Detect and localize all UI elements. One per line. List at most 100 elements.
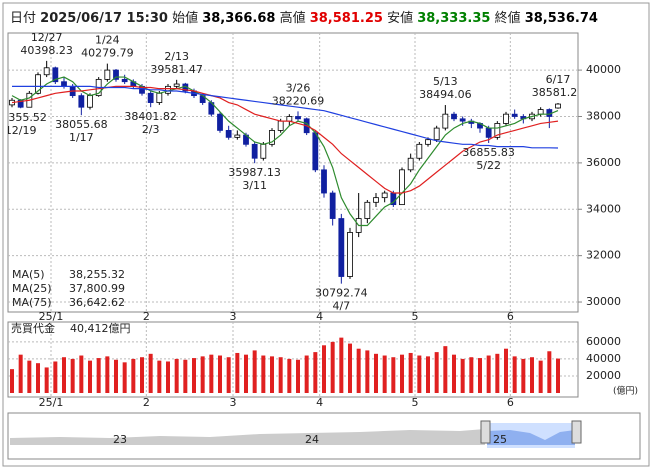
navigator-handle[interactable] bbox=[480, 420, 491, 444]
candle-body bbox=[459, 118, 466, 122]
annotation-value: 38401.82 bbox=[124, 110, 177, 123]
annotation-value: 40279.79 bbox=[81, 47, 134, 60]
x-tick-label: 5 bbox=[412, 396, 419, 409]
candle-body bbox=[312, 132, 319, 171]
candle-body bbox=[338, 218, 345, 277]
candle-body bbox=[35, 74, 41, 94]
volume-bar bbox=[417, 355, 422, 393]
annotation-value: 38581.25 bbox=[532, 86, 585, 99]
volume-bar bbox=[382, 355, 387, 393]
volume-bar bbox=[166, 361, 170, 393]
volume-bar bbox=[192, 358, 196, 393]
annotation-value: 38220.69 bbox=[272, 94, 325, 107]
volume-bar bbox=[296, 359, 300, 393]
candle-body bbox=[329, 192, 336, 219]
candle-body bbox=[147, 92, 154, 103]
annotation-date: 6/17 bbox=[546, 73, 571, 86]
price-panel bbox=[7, 32, 579, 313]
volume-bar bbox=[408, 352, 413, 393]
candle-body bbox=[381, 192, 388, 199]
annotation-date: 12/27 bbox=[31, 31, 63, 44]
volume-latest: 40,412億円 bbox=[70, 322, 131, 335]
header: 日付 2025/06/17 15:30 始値 38,366.68 高値 38,5… bbox=[10, 10, 598, 26]
y-tick-label: 32000 bbox=[586, 249, 621, 262]
x-tick-label: 25/1 bbox=[39, 310, 64, 323]
candle-body bbox=[503, 113, 509, 124]
header-text: 38,536.74 bbox=[525, 11, 598, 26]
navigator-handle[interactable] bbox=[571, 420, 582, 444]
candle-body bbox=[87, 95, 93, 108]
volume-bar bbox=[521, 358, 526, 393]
volume-bar bbox=[374, 353, 378, 393]
volume-bar bbox=[313, 352, 318, 393]
volume-bar bbox=[530, 357, 534, 393]
y-tick-label: 36000 bbox=[586, 156, 621, 169]
annotation-value: 40398.23 bbox=[20, 44, 73, 57]
volume-bar bbox=[235, 352, 240, 393]
volume-panel bbox=[7, 321, 579, 398]
annotation-date: 2/13 bbox=[164, 50, 189, 63]
volume-bar bbox=[469, 357, 474, 393]
volume-bar bbox=[486, 355, 491, 393]
annotation-value: 38055.68 bbox=[55, 118, 108, 131]
volume-bar bbox=[478, 358, 482, 393]
volume-bar bbox=[322, 345, 326, 393]
candle-body bbox=[364, 201, 371, 219]
navigator: 23 24 25 bbox=[7, 412, 641, 460]
candle-body bbox=[173, 83, 180, 87]
candle-body bbox=[121, 78, 128, 83]
volume-bar bbox=[443, 346, 448, 393]
volume-bar bbox=[547, 351, 552, 393]
y-tick-label: 30000 bbox=[586, 295, 621, 308]
annotation-date: 3/26 bbox=[286, 81, 311, 94]
annotation-date: 1/17 bbox=[69, 131, 94, 144]
volume-bar bbox=[209, 354, 214, 393]
navigator-area bbox=[10, 429, 485, 445]
navigator-year: 24 bbox=[305, 433, 319, 446]
candle-body bbox=[295, 116, 301, 120]
candle-body bbox=[321, 169, 327, 194]
volume-bar bbox=[44, 367, 49, 393]
candle-body bbox=[269, 130, 275, 145]
candle-body bbox=[52, 67, 59, 83]
volume-bar bbox=[18, 354, 23, 393]
x-tick-label: 2 bbox=[143, 310, 150, 323]
volume-bar bbox=[330, 341, 335, 393]
candle-body bbox=[442, 113, 449, 129]
candle-body bbox=[113, 69, 119, 80]
volume-bar bbox=[10, 369, 14, 393]
volume-bar bbox=[114, 359, 118, 393]
candle-body bbox=[425, 139, 431, 145]
annotation-value: 30792.74 bbox=[315, 287, 368, 300]
volume-bar bbox=[339, 337, 344, 393]
volume-bar bbox=[270, 356, 274, 393]
legend-value: 37,800.99 bbox=[69, 282, 125, 295]
candle-body bbox=[407, 157, 414, 171]
volume-bar bbox=[365, 350, 370, 393]
candle-body bbox=[156, 92, 163, 103]
volume-title: 売買代金 bbox=[11, 321, 55, 335]
candle-body bbox=[165, 85, 171, 94]
volume-bar bbox=[62, 357, 66, 393]
volume-bar bbox=[36, 363, 40, 393]
x-tick-label: 5 bbox=[412, 310, 419, 323]
annotation-date: 5/13 bbox=[433, 75, 458, 88]
candle-body bbox=[494, 123, 501, 138]
volume-bar bbox=[391, 357, 396, 393]
candle-body bbox=[217, 113, 223, 131]
header-text: 安値 bbox=[387, 10, 413, 26]
volume-bar bbox=[400, 354, 404, 393]
volume-bar bbox=[356, 348, 361, 393]
candle-body bbox=[347, 232, 353, 277]
candle-body bbox=[234, 134, 241, 138]
candle-body bbox=[451, 113, 457, 120]
y-tick-label: 40000 bbox=[586, 63, 621, 76]
annotation-value: 35987.13 bbox=[228, 166, 281, 179]
candle-body bbox=[277, 120, 284, 131]
candle-body bbox=[433, 127, 440, 141]
header-text: 38,333.35 bbox=[417, 11, 490, 26]
volume-bar bbox=[70, 358, 75, 393]
volume-bar bbox=[174, 358, 179, 393]
volume-bar bbox=[148, 353, 153, 393]
candle-body bbox=[251, 143, 258, 159]
